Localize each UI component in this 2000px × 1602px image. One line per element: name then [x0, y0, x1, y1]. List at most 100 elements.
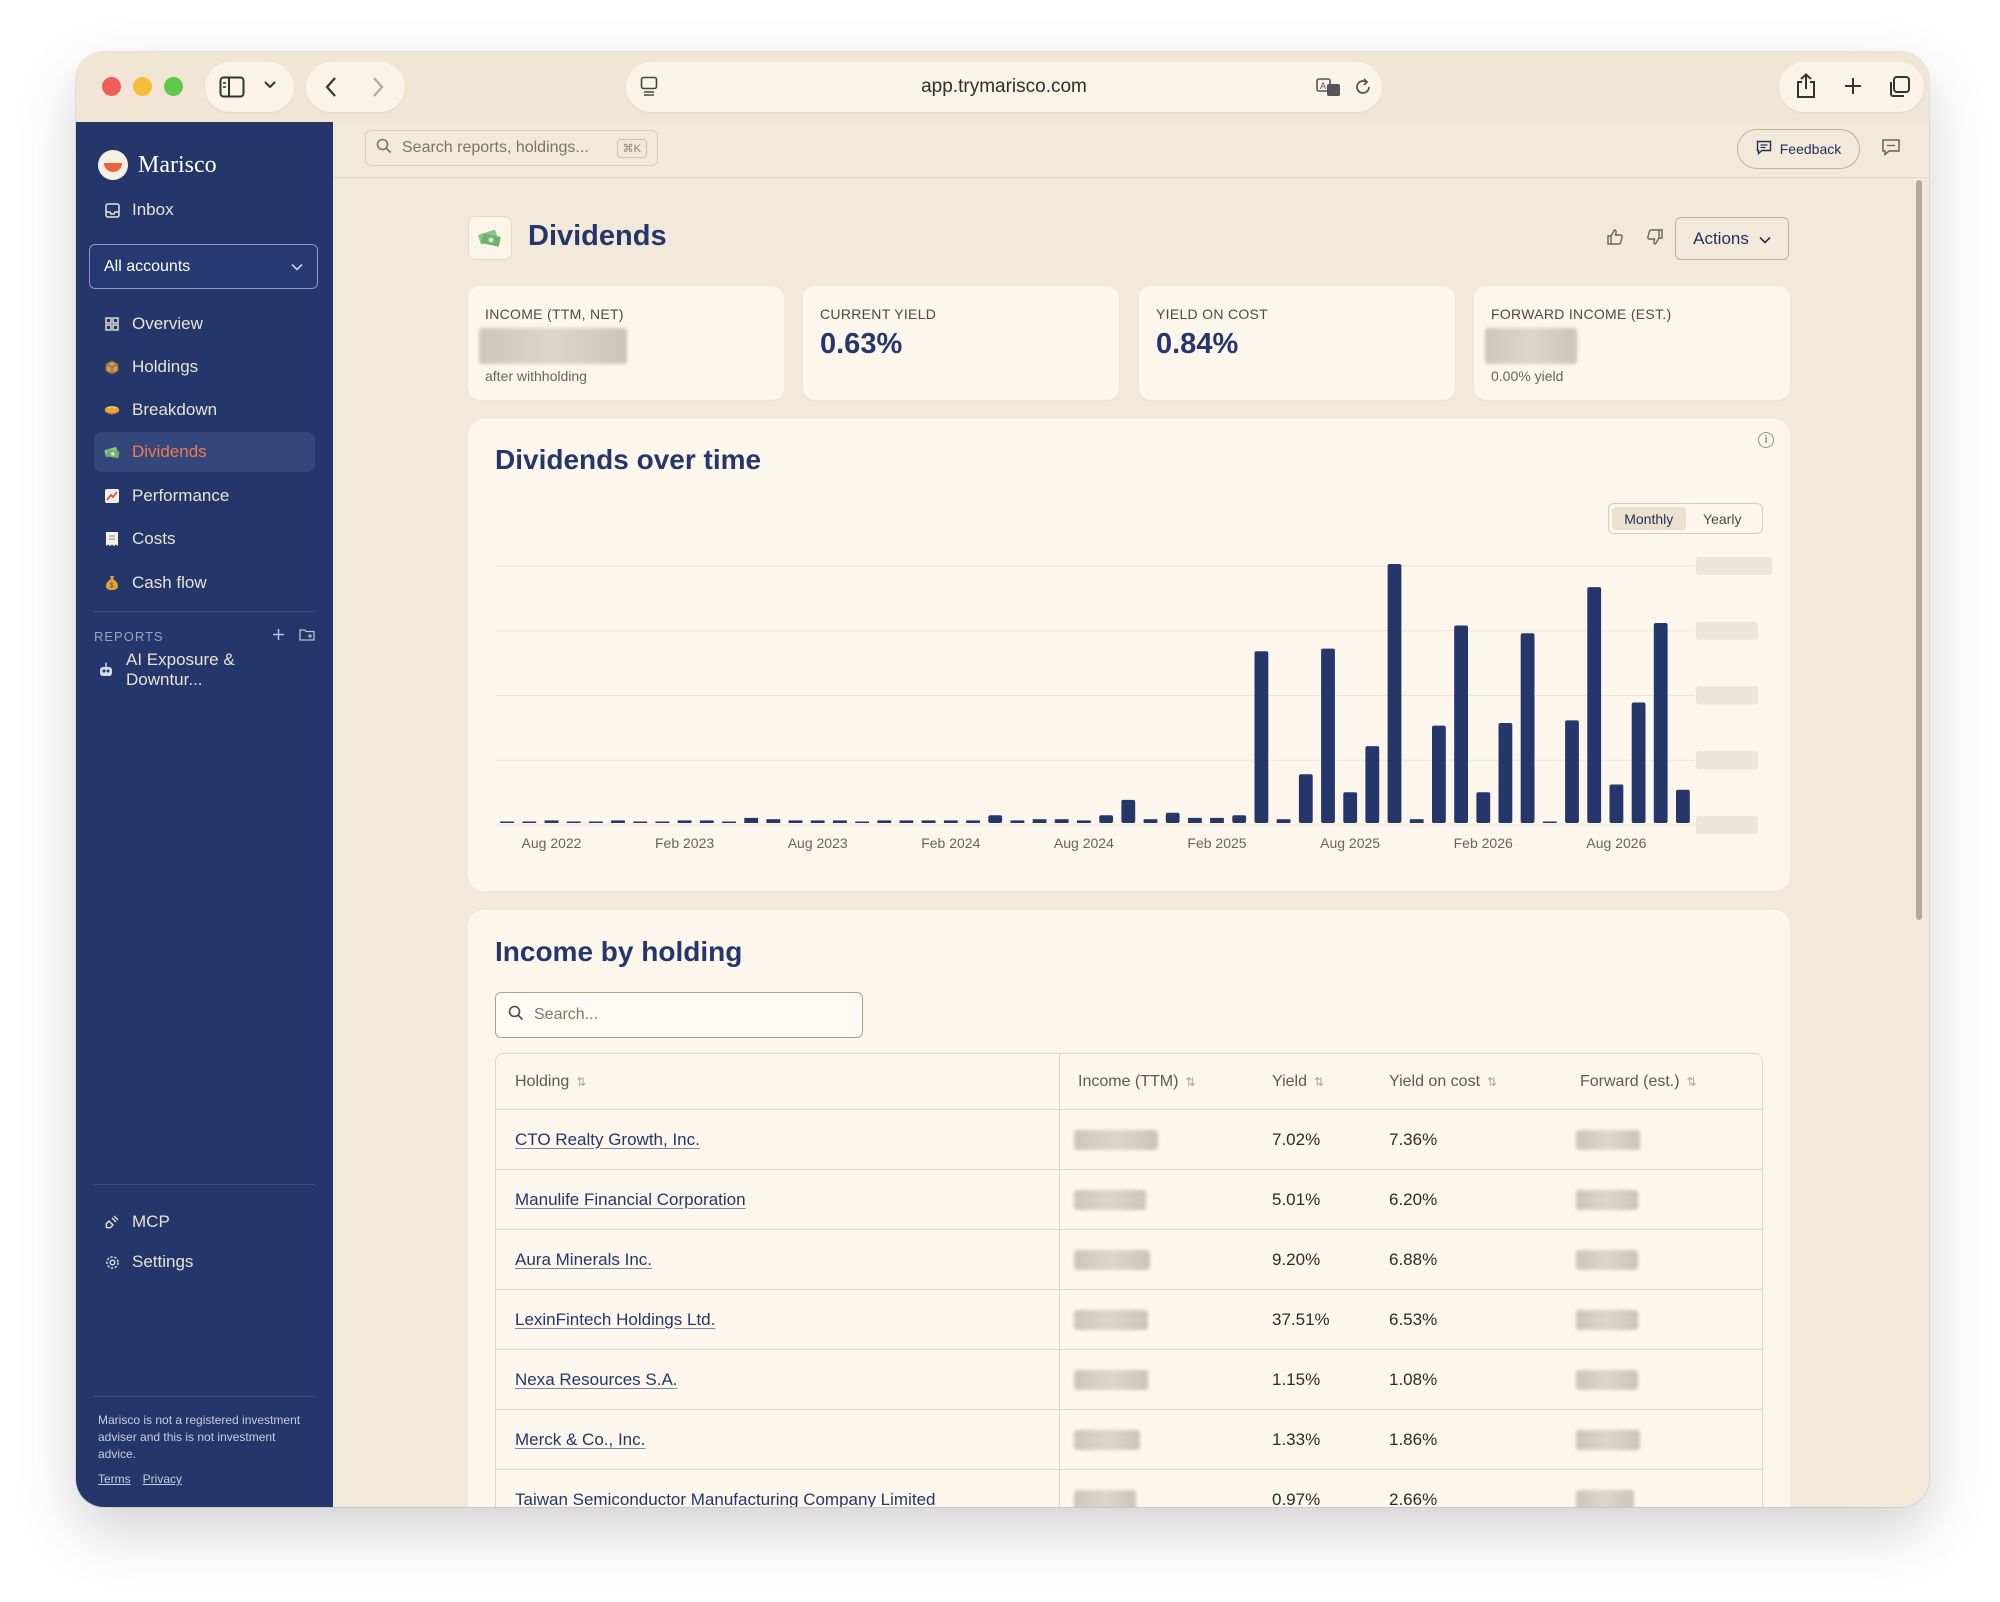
chart-bar[interactable] — [522, 821, 537, 824]
chart-bar[interactable] — [1099, 815, 1113, 823]
table-row[interactable]: LexinFintech Holdings Ltd. 37.51% 6.53% — [496, 1290, 1762, 1350]
chart-bar[interactable] — [1676, 789, 1690, 823]
sidebar-item-dividends[interactable]: Dividends — [94, 432, 315, 472]
chart-bar[interactable] — [1010, 820, 1025, 823]
holding-link[interactable]: Nexa Resources S.A. — [515, 1369, 678, 1389]
chart-bar[interactable] — [1210, 817, 1224, 823]
chart-bar[interactable] — [544, 820, 559, 823]
chart-bar[interactable] — [722, 821, 736, 824]
chart-bar[interactable] — [589, 821, 603, 824]
chart-bar[interactable] — [655, 821, 670, 824]
table-row[interactable]: Merck & Co., Inc. 1.33% 1.86% — [496, 1410, 1762, 1470]
chart-bar[interactable] — [921, 820, 936, 823]
address-bar[interactable]: app.trymarisco.com A — [626, 62, 1382, 112]
chart-bar[interactable] — [1054, 819, 1069, 823]
thumbs-up-icon[interactable] — [1606, 228, 1624, 251]
chart-bar[interactable] — [1432, 725, 1446, 823]
chart-bar[interactable] — [1565, 720, 1579, 823]
holding-link[interactable]: CTO Realty Growth, Inc. — [515, 1129, 700, 1149]
column-header-yield[interactable]: Yield ⇅ — [1272, 1072, 1325, 1090]
column-header-forward[interactable]: Forward (est.) ⇅ — [1580, 1072, 1697, 1090]
chart-bar[interactable] — [1143, 819, 1158, 823]
table-row[interactable]: Nexa Resources S.A. 1.15% 1.08% — [496, 1350, 1762, 1410]
page-scrollbar[interactable] — [1916, 180, 1922, 920]
chart-bar[interactable] — [1232, 815, 1247, 823]
chart-bar[interactable] — [611, 820, 625, 823]
sidebar-item-settings[interactable]: Settings — [94, 1242, 315, 1282]
chart-bar[interactable] — [1343, 792, 1358, 823]
chart-bar[interactable] — [744, 817, 759, 823]
global-search-input[interactable]: Search reports, holdings... ⌘K — [365, 130, 658, 166]
chart-bar[interactable] — [877, 820, 892, 823]
account-selector[interactable]: All accounts — [89, 244, 318, 289]
new-tab-icon[interactable] — [1843, 76, 1863, 96]
reload-icon[interactable] — [1354, 77, 1372, 97]
thumbs-down-icon[interactable] — [1646, 228, 1664, 251]
chart-bar[interactable] — [1365, 746, 1380, 823]
chart-bar[interactable] — [1587, 587, 1602, 823]
minimize-window-button[interactable] — [133, 77, 152, 96]
chart-bar[interactable] — [988, 815, 1003, 823]
holding-link[interactable]: Taiwan Semiconductor Manufacturing Compa… — [515, 1489, 936, 1508]
chart-bar[interactable] — [1542, 821, 1557, 824]
holding-link[interactable]: Manulife Financial Corporation — [515, 1189, 746, 1209]
close-window-button[interactable] — [102, 77, 121, 96]
share-icon[interactable] — [1795, 73, 1817, 99]
chart-bar[interactable] — [810, 820, 825, 823]
zoom-window-button[interactable] — [164, 77, 183, 96]
chart-bar[interactable] — [1077, 820, 1091, 823]
chart-bar[interactable] — [1653, 623, 1668, 823]
sidebar-item-overview[interactable]: Overview — [94, 304, 315, 344]
column-header-yield-on-cost[interactable]: Yield on cost ⇅ — [1389, 1072, 1498, 1090]
chart-bar[interactable] — [633, 821, 648, 824]
chart-bar[interactable] — [1298, 774, 1313, 823]
chart-bar[interactable] — [1254, 651, 1269, 823]
sidebar-item-mcp[interactable]: MCP — [94, 1202, 315, 1242]
forward-icon[interactable] — [371, 76, 385, 98]
chart-bar[interactable] — [899, 820, 914, 823]
chat-icon[interactable] — [1881, 138, 1901, 161]
translate-icon[interactable]: A — [1316, 77, 1342, 97]
chart-bar[interactable] — [1276, 819, 1291, 823]
chart-bar[interactable] — [966, 820, 980, 823]
table-row[interactable]: Aura Minerals Inc. 9.20% 6.88% — [496, 1230, 1762, 1290]
chart-bar[interactable] — [677, 820, 692, 823]
chart-bar[interactable] — [1409, 819, 1424, 823]
new-folder-icon[interactable] — [299, 628, 315, 644]
brand[interactable]: Marisco — [98, 150, 217, 180]
chart-bar[interactable] — [943, 820, 958, 823]
chart-bar[interactable] — [1609, 784, 1624, 824]
back-icon[interactable] — [324, 76, 338, 98]
chart-bar[interactable] — [833, 820, 847, 823]
chart-bar[interactable] — [855, 821, 869, 824]
info-icon[interactable]: i — [1758, 432, 1774, 448]
sidebar-report-ai-exposure[interactable]: AI Exposure & Downtur... — [94, 650, 315, 690]
holding-search-input[interactable]: Search... — [495, 992, 863, 1038]
sidebar-item-inbox[interactable]: Inbox — [94, 190, 315, 230]
chart-bar[interactable] — [1165, 812, 1180, 823]
sidebar-item-performance[interactable]: Performance — [94, 476, 315, 516]
chart-bar[interactable] — [1321, 648, 1335, 823]
column-header-holding[interactable]: Holding ⇅ — [515, 1072, 587, 1090]
tab-overview-icon[interactable] — [1887, 75, 1911, 99]
sidebar-toggle-icon[interactable] — [219, 76, 245, 98]
chart-bar[interactable] — [1476, 792, 1491, 823]
holding-link[interactable]: Merck & Co., Inc. — [515, 1429, 646, 1449]
chart-bar[interactable] — [1520, 633, 1535, 823]
column-header-income[interactable]: Income (TTM) ⇅ — [1078, 1072, 1196, 1090]
chart-bar[interactable] — [1631, 702, 1646, 824]
privacy-link[interactable]: Privacy — [142, 1472, 183, 1486]
chart-bar[interactable] — [1498, 723, 1513, 823]
chart-bar[interactable] — [1121, 799, 1136, 823]
chart-bar[interactable] — [766, 819, 781, 823]
chart-bar[interactable] — [788, 820, 803, 823]
chart-bar[interactable] — [1188, 817, 1202, 823]
terms-link[interactable]: Terms — [98, 1472, 131, 1486]
sidebar-item-breakdown[interactable]: Breakdown — [94, 390, 315, 430]
chevron-down-icon[interactable] — [263, 80, 277, 90]
table-row[interactable]: Manulife Financial Corporation 5.01% 6.20% — [496, 1170, 1762, 1230]
actions-button[interactable]: Actions — [1675, 217, 1789, 260]
chart-bar[interactable] — [699, 820, 714, 823]
holding-link[interactable]: Aura Minerals Inc. — [515, 1249, 652, 1269]
feedback-button[interactable]: Feedback — [1737, 129, 1860, 169]
